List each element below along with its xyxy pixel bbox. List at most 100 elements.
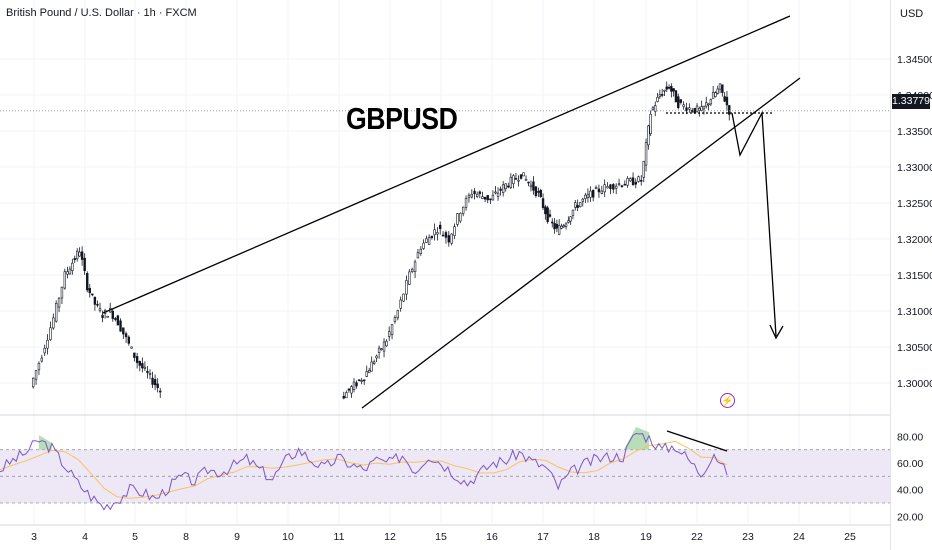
candle-body (347, 388, 351, 391)
candle-body (80, 251, 84, 260)
candle-body (591, 189, 595, 198)
candle-body (711, 91, 715, 99)
candle-body (534, 186, 538, 196)
candle-body (473, 190, 476, 195)
price-tick-label: 1.30500 (897, 342, 932, 354)
time-tick-label: 9 (234, 531, 240, 543)
candle-body (637, 176, 640, 182)
time-tick-label: 16 (486, 531, 498, 543)
candle-body (130, 346, 133, 349)
price-tick-label: 1.33000 (897, 162, 932, 174)
rsi-divergence-line (666, 430, 728, 452)
rsi-tick-label: 60.00 (897, 458, 923, 470)
candle-body (634, 181, 637, 185)
last-price-label: 1.33779 (892, 94, 930, 109)
alert-bolt-icon[interactable]: ⚡ (720, 393, 735, 408)
price-tick-label: 1.32500 (897, 198, 932, 210)
rsi-tick-label: 80.00 (897, 431, 923, 443)
candle-body (114, 318, 117, 320)
candle-body (617, 183, 621, 186)
candle-body (156, 383, 159, 388)
currency-label[interactable]: USD (900, 8, 924, 20)
candle-body (459, 212, 462, 222)
candle-body (698, 108, 701, 111)
candle-body (494, 191, 497, 194)
candle-body (410, 268, 414, 272)
candle-body (444, 232, 448, 238)
candle-body (88, 288, 91, 294)
candle-body (658, 94, 662, 97)
candle-body (127, 336, 131, 344)
rsi-ma-line (0, 440, 728, 499)
candle-body (422, 242, 425, 249)
candle-body (396, 310, 400, 319)
candle-body (670, 86, 673, 92)
candle-body (456, 213, 459, 225)
candle-body (101, 314, 104, 318)
candle-body (49, 327, 52, 340)
candle-body (357, 379, 361, 382)
candle-body (629, 178, 632, 182)
candle-body (679, 99, 683, 103)
candle-body (143, 366, 147, 369)
candle-body (478, 191, 482, 194)
candle-body (372, 361, 376, 364)
candle-body (146, 370, 149, 373)
time-tick-label: 12 (384, 531, 396, 543)
candle-body (475, 193, 479, 197)
candle-body (40, 357, 44, 362)
candle-body (363, 379, 366, 382)
candle-body (548, 214, 552, 217)
candle-body (447, 235, 451, 243)
candle-body (368, 370, 371, 374)
candle-body (586, 193, 590, 199)
candle-body (589, 190, 592, 198)
price-tick-label: 1.34500 (897, 54, 932, 66)
candle-body (677, 96, 680, 108)
chart-title: British Pound / U.S. Dollar · 1h · FXCM (6, 7, 197, 19)
time-tick-label: 22 (691, 531, 703, 543)
candle-body (612, 184, 615, 190)
candle-body (413, 261, 417, 273)
candle-body (651, 107, 655, 111)
candle-body (83, 257, 86, 272)
candle-body (483, 196, 487, 200)
candle-body (594, 186, 598, 190)
wedge-lower-trendline (361, 77, 801, 409)
candle-body (507, 185, 510, 188)
candle-body (519, 174, 523, 179)
candle-body (52, 317, 55, 329)
candle-body (436, 232, 439, 235)
candle-body (647, 125, 650, 146)
candle-body (54, 302, 58, 322)
candle-body (141, 363, 144, 369)
time-tick-label: 24 (793, 531, 805, 543)
candle-body (721, 84, 724, 93)
candle-body (393, 317, 397, 322)
time-tick-label: 15 (435, 531, 447, 543)
candle-body (461, 206, 465, 214)
candle-body (419, 248, 423, 255)
candle-body (509, 176, 513, 188)
candle-body (564, 223, 568, 227)
candle-body (438, 224, 442, 230)
candle-body (705, 102, 708, 107)
candle-body (133, 352, 136, 358)
candle-body (66, 271, 69, 275)
candle-body (517, 179, 520, 182)
candle-body (728, 105, 731, 115)
rsi-line (0, 432, 728, 511)
time-tick-label: 17 (537, 531, 549, 543)
candle-body (416, 252, 420, 259)
price-tick-label: 1.32000 (897, 234, 932, 246)
candle-body (352, 381, 356, 390)
candle-body (98, 308, 102, 312)
candle-body (430, 235, 434, 238)
trendline-drawings (102, 15, 801, 409)
time-tick-label: 10 (282, 531, 294, 543)
candle-body (464, 198, 468, 208)
candle-body (433, 229, 436, 236)
candle-body (620, 185, 624, 187)
candle-body (693, 107, 696, 114)
